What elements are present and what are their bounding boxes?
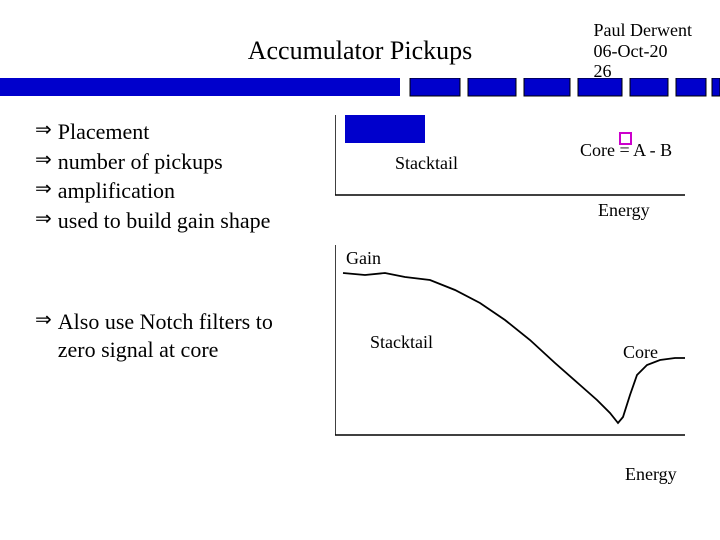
bullet-item: ⇒number of pickups [35, 148, 315, 176]
bullet-item: ⇒Placement [35, 118, 315, 146]
bullet-arrow-icon: ⇒ [35, 207, 52, 232]
chart1-label-energy: Energy [598, 200, 650, 221]
header: Accumulator Pickups Paul Derwent 06-Oct-… [0, 8, 720, 78]
author: Paul Derwent [594, 20, 692, 41]
chart2-label-gain: Gain [346, 248, 381, 269]
bullet-item: ⇒Also use Notch filters to zero signal a… [35, 308, 315, 363]
bullet-text: Also use Notch filters to zero signal at… [58, 308, 315, 363]
bullet-text: amplification [58, 177, 175, 205]
bullet-text: number of pickups [58, 148, 223, 176]
bullet-text: used to build gain shape [58, 207, 271, 235]
bullets-a: ⇒Placement⇒number of pickups⇒amplificati… [35, 118, 315, 236]
bullets-b: ⇒Also use Notch filters to zero signal a… [35, 308, 315, 365]
date: 06-Oct-20 [594, 41, 692, 62]
separator-bars [0, 78, 720, 100]
chart2-label-energy: Energy [625, 464, 677, 485]
bullet-item: ⇒used to build gain shape [35, 207, 315, 235]
chart1-label-core-eq: Core = A - B [580, 140, 672, 161]
chart1-label-stacktail: Stacktail [395, 153, 458, 174]
bullet-text: Placement [58, 118, 150, 146]
bullet-arrow-icon: ⇒ [35, 118, 52, 143]
chart2-label-stacktail: Stacktail [370, 332, 433, 353]
chart2-label-core: Core [623, 342, 658, 363]
bullet-arrow-icon: ⇒ [35, 177, 52, 202]
bullet-item: ⇒amplification [35, 177, 315, 205]
bullet-arrow-icon: ⇒ [35, 148, 52, 173]
header-meta: Paul Derwent 06-Oct-20 26 [594, 20, 692, 82]
bullet-arrow-icon: ⇒ [35, 308, 52, 333]
page-title: Accumulator Pickups [248, 36, 473, 66]
